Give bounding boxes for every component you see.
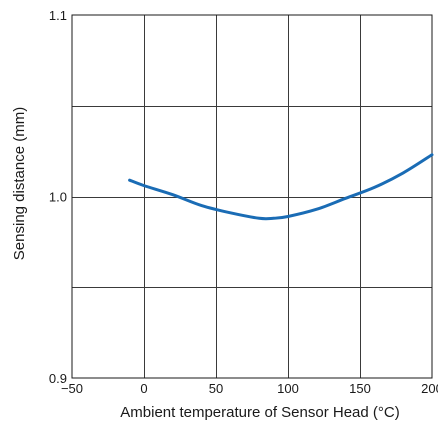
tick-labels: −50 0 50 100 150 200 0.9 1.0 1.1 — [49, 8, 438, 396]
x-tick-label: −50 — [61, 381, 83, 396]
plot-frame — [71, 14, 433, 379]
series-layer — [128, 153, 434, 221]
y-axis-title: Sensing distance (mm) — [11, 107, 28, 260]
grid — [72, 15, 432, 378]
x-axis-title: Ambient temperature of Sensor Head (°C) — [120, 404, 399, 421]
y-tick-label: 1.1 — [49, 8, 67, 23]
y-tick-label: 0.9 — [49, 371, 67, 386]
x-tick-label: 0 — [140, 381, 147, 396]
x-tick-label: 200 — [421, 381, 438, 396]
series-line — [128, 153, 434, 221]
x-tick-label: 150 — [349, 381, 371, 396]
y-tick-label: 1.0 — [49, 190, 67, 205]
x-tick-label: 50 — [209, 381, 223, 396]
x-tick-label: 100 — [277, 381, 299, 396]
